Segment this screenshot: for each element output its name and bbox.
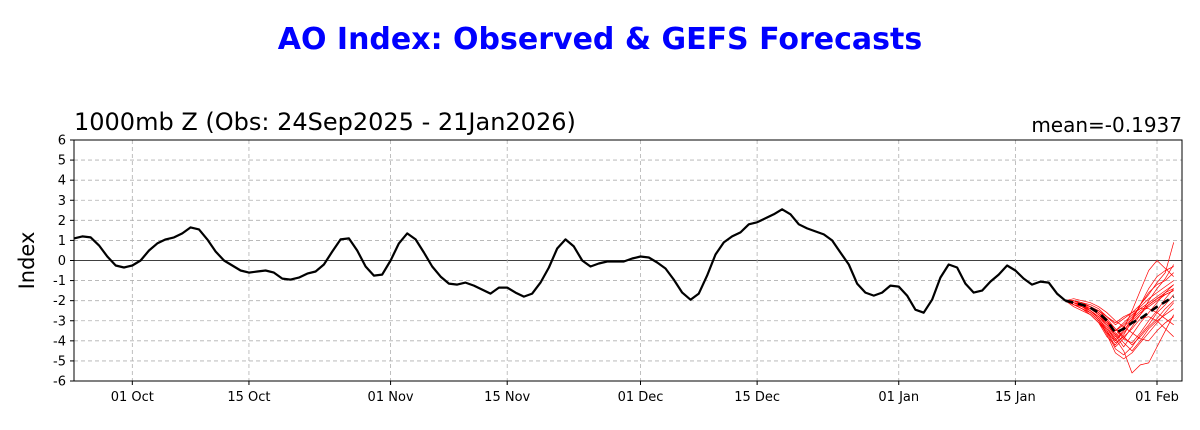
x-tick-label: 01 Jan — [878, 390, 919, 405]
y-tick-label: 5 — [58, 154, 66, 169]
forecast-member-line — [1065, 300, 1175, 374]
y-tick-label: -2 — [53, 294, 66, 309]
y-tick-label: -6 — [53, 375, 66, 390]
y-axis-label: Index — [15, 232, 39, 290]
x-tick-label: 01 Dec — [618, 390, 664, 405]
plot-frame — [73, 139, 1183, 382]
y-tick-label: -5 — [53, 354, 66, 369]
x-tick-label: 01 Oct — [111, 390, 154, 405]
x-tick-label: 01 Nov — [368, 390, 414, 405]
forecast-member-line — [1065, 272, 1174, 342]
y-tick-label: 6 — [58, 134, 66, 149]
y-tick-label: 1 — [58, 234, 66, 249]
observed-layer — [73, 208, 1067, 314]
chart-subtitle: 1000mb Z (Obs: 24Sep2025 - 21Jan2026) — [74, 108, 576, 136]
x-tick-label: 15 Jan — [995, 390, 1036, 405]
y-tick-label: 4 — [58, 174, 66, 189]
forecast-member-line — [1065, 288, 1174, 344]
forecast-members-layer — [1065, 242, 1175, 374]
x-tick-label: 01 Feb — [1135, 390, 1179, 405]
ensemble-mean-layer — [1065, 295, 1175, 335]
forecast-member-line — [1065, 298, 1174, 342]
observed-ao-line — [73, 208, 1067, 314]
mean-label: mean=-0.1937 — [1031, 113, 1182, 137]
y-tick-label: 3 — [58, 194, 66, 209]
y-tick-label: 0 — [58, 254, 66, 269]
ensemble-mean-line — [1065, 295, 1175, 335]
x-tick-label: 15 Oct — [227, 390, 270, 405]
x-tick-label: 15 Nov — [484, 390, 530, 405]
y-tick-label: -3 — [53, 314, 66, 329]
chart-title: AO Index: Observed & GEFS Forecasts — [277, 22, 923, 57]
y-tick-label: -1 — [53, 274, 66, 289]
y-tick-label: 2 — [58, 214, 66, 229]
axis-layer: -6 -5 -4 -3 -2 -1 0 1 2 3 4 5 6 01 Oct 15 Oct 01 Nov 15 … — [53, 134, 1183, 405]
y-tick-label: -4 — [53, 334, 66, 349]
x-tick-label: 15 Dec — [734, 390, 780, 405]
